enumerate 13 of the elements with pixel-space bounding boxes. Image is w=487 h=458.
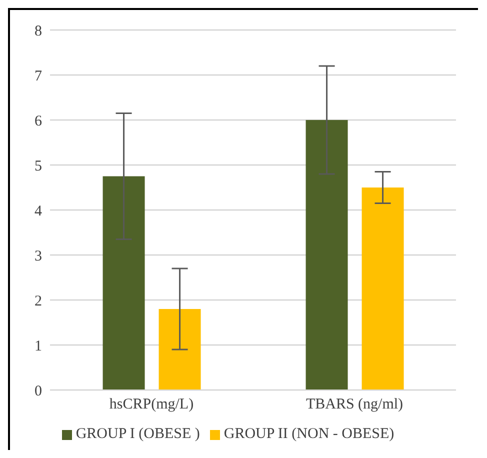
y-tick-label: 8 xyxy=(34,23,42,40)
legend-label: GROUP II (NON - OBESE) xyxy=(224,426,394,442)
y-tick-label: 3 xyxy=(34,248,42,264)
y-tick-label: 2 xyxy=(34,293,42,310)
y-tick-label: 0 xyxy=(34,383,42,400)
x-tick-label: TBARS (ng/ml) xyxy=(306,396,404,413)
x-tick-label: hsCRP(mg/L) xyxy=(109,396,194,413)
y-tick-label: 1 xyxy=(34,338,42,354)
y-tick-label: 6 xyxy=(34,113,42,130)
y-tick-label: 7 xyxy=(34,68,42,84)
legend-label: GROUP I (OBESE ) xyxy=(76,426,200,442)
y-tick-label: 4 xyxy=(34,203,42,220)
y-tick-label: 5 xyxy=(34,158,42,174)
